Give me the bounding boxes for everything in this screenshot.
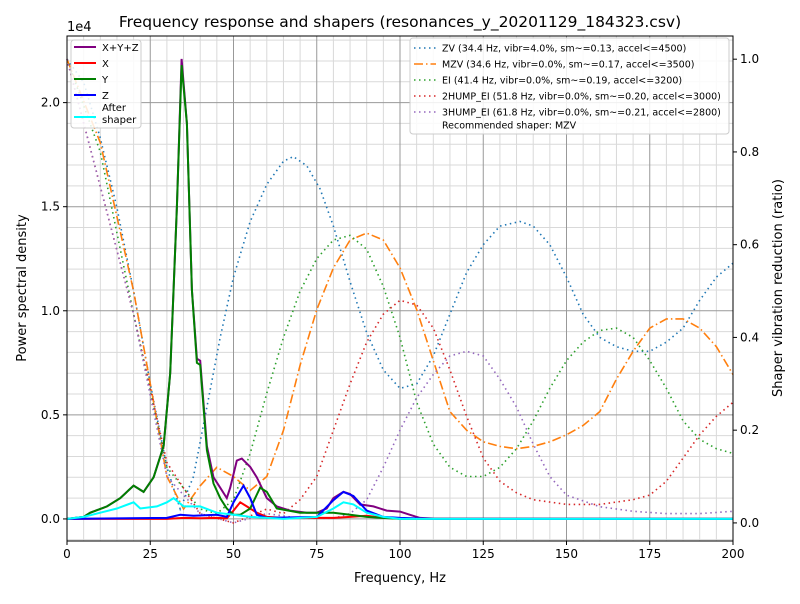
y-right-tick-label: 0.6 (740, 238, 759, 252)
legend-label: Z (102, 91, 109, 102)
shaper-curves (66, 58, 734, 524)
y-right-tick-label: 1.0 (740, 52, 759, 66)
axis-ticks: 0 25 50 75 100 125 150 175 200 0.0 0.5 1.0 1.5 2.0 0.0… (41, 52, 759, 561)
psd-curves (66, 58, 734, 520)
x-tick-label: 100 (389, 547, 412, 561)
y-tick-label: 0.0 (41, 512, 60, 526)
legend-label: ZV (34.4 Hz, vibr=4.0%, sm~=0.13, accel<… (442, 44, 686, 55)
y-right-tick-label: 0.4 (740, 330, 759, 344)
x-tick-label: 175 (638, 547, 661, 561)
y-right-tick-label: 0.8 (740, 145, 759, 159)
y-axis-right-label: Shaper vibration reduction (ratio) (771, 179, 786, 397)
x-tick-label: 50 (226, 547, 241, 561)
shaper-line-0 (66, 58, 734, 512)
y-tick-label: 0.5 (41, 408, 60, 422)
legend-box (409, 37, 730, 135)
legend-label: X (102, 59, 109, 70)
psd-line-2 (66, 65, 733, 520)
psd-line-4 (66, 496, 733, 520)
legend-label: X+Y+Z (102, 43, 139, 54)
x-tick-label: 0 (63, 547, 71, 561)
legend-label: Y (101, 75, 109, 86)
y-tick-label: 2.0 (41, 96, 60, 110)
recommendation-label: Recommended shaper: MZV (442, 121, 577, 132)
y-axis-label: Power spectral density (15, 214, 30, 362)
y-right-tick-label: 0.2 (740, 423, 759, 437)
x-tick-label: 150 (555, 547, 578, 561)
x-tick-label: 25 (143, 547, 158, 561)
shaper-line-1 (66, 58, 734, 511)
x-tick-label: 75 (309, 547, 324, 561)
x-tick-label: 125 (472, 547, 495, 561)
legend-label: 3HUMP_EI (61.8 Hz, vibr=0.0%, sm~=0.21, … (442, 108, 721, 119)
x-axis-label: Frequency, Hz (354, 571, 446, 586)
shaper-line-4 (66, 58, 734, 524)
x-tick-label: 200 (722, 547, 745, 561)
legend-label: 2HUMP_EI (51.8 Hz, vibr=0.0%, sm~=0.20, … (442, 92, 721, 103)
y-offset-label: 1e4 (67, 20, 92, 35)
y-right-tick-label: 0.0 (740, 516, 759, 530)
chart-title: Frequency response and shapers (resonanc… (119, 13, 681, 32)
y-tick-label: 1.5 (41, 200, 60, 214)
legend-label: MZV (34.6 Hz, vibr=0.0%, sm~=0.17, accel… (442, 60, 694, 71)
y-tick-label: 1.0 (41, 304, 60, 318)
legend-label: After shaper (102, 103, 137, 126)
legend-label: EI (41.4 Hz, vibr=0.0%, sm~=0.19, accel<… (442, 76, 682, 87)
legend-shapers: ZV (34.4 Hz, vibr=4.0%, sm~=0.13, accel<… (409, 37, 730, 135)
